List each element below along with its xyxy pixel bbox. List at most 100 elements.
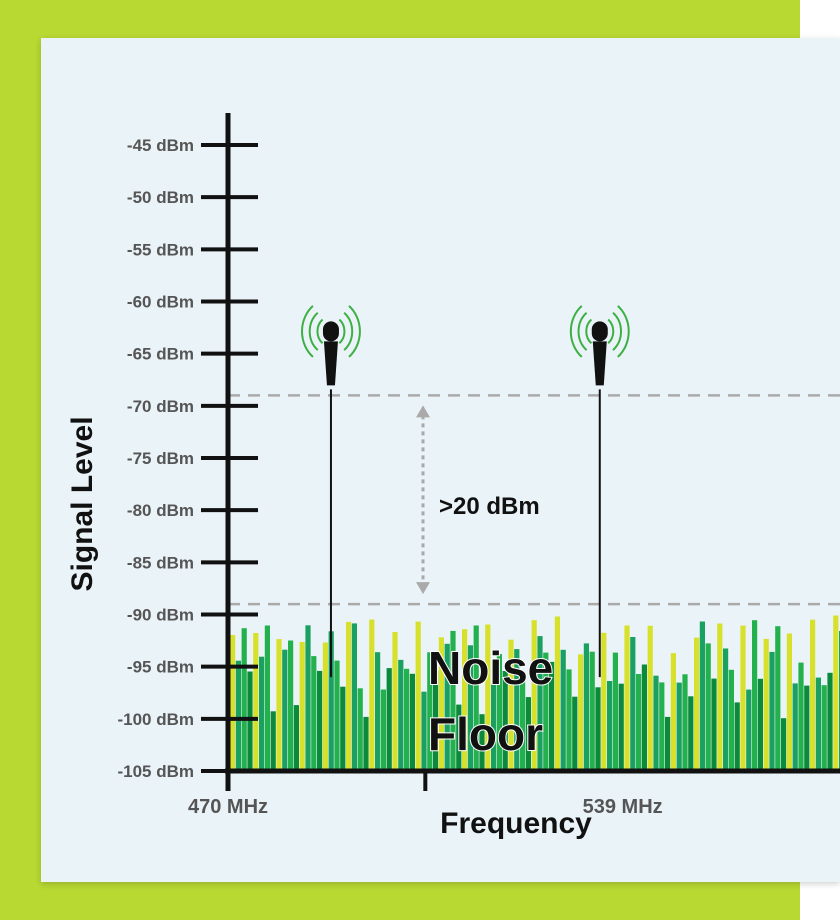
noise-label-line2: Floor — [428, 708, 543, 760]
y-tick-label: -75 dBm — [127, 449, 194, 468]
noise-bar — [340, 686, 346, 771]
noise-bar — [392, 632, 398, 771]
noise-bar — [502, 671, 508, 771]
x-tick-label: 539 MHz — [583, 796, 663, 818]
y-tick-label: -70 dBm — [127, 397, 194, 416]
noise-bar — [636, 674, 642, 771]
noise-bar — [728, 669, 734, 771]
noise-bar — [317, 670, 323, 771]
noise-bar — [746, 689, 752, 771]
noise-bar — [612, 652, 618, 771]
signal-chart: >20 dBm -45 dBm -50 dBm -55 dBm -60 dBm -65 … — [66, 113, 840, 840]
noise-bar — [496, 654, 502, 771]
noise-bar — [665, 716, 671, 771]
noise-bar — [705, 643, 711, 771]
mic-wave-right — [617, 305, 630, 358]
noise-bar — [670, 653, 676, 771]
noise-bar — [235, 660, 241, 771]
noise-bar — [357, 688, 363, 771]
noise-bar — [792, 683, 798, 771]
noise-bar — [525, 697, 531, 771]
noise-bar — [572, 696, 578, 771]
mic-handle — [592, 341, 607, 386]
noise-bar — [775, 626, 781, 771]
noise-label-line1: Noise — [428, 642, 553, 694]
noise-bar — [699, 621, 705, 771]
mic-wave-right — [612, 311, 622, 351]
noise-bar — [241, 628, 247, 771]
noise-bar — [810, 619, 816, 771]
noise-bar — [334, 660, 340, 771]
noise-bar — [821, 685, 827, 771]
noise-bar — [833, 615, 839, 771]
noise-bar — [305, 625, 311, 771]
noise-bar — [601, 632, 607, 771]
noise-bar — [734, 702, 740, 771]
noise-bar — [740, 625, 746, 771]
noise-bar — [624, 625, 630, 771]
noise-bar — [578, 654, 584, 771]
noise-bar — [566, 669, 572, 771]
noise-bar — [247, 671, 253, 771]
microphone-icon — [301, 305, 361, 678]
mic-wave-right — [343, 311, 354, 351]
noise-bar — [804, 685, 810, 771]
x-ticks: 470 MHz 539 MHz — [188, 771, 663, 818]
noise-bar — [589, 651, 595, 771]
noise-bars — [230, 615, 840, 771]
y-tick-label: -90 dBm — [127, 606, 194, 625]
noise-bar — [380, 689, 386, 771]
mic-wave-left — [301, 305, 314, 358]
noise-bar — [688, 696, 694, 771]
mic-wave-right — [338, 318, 346, 345]
noise-bar — [694, 637, 700, 771]
noise-bar — [398, 659, 404, 771]
noise-bar — [531, 620, 537, 771]
noise-bar — [630, 637, 636, 771]
y-tick-label: -95 dBm — [127, 658, 194, 677]
noise-bar — [473, 625, 479, 771]
y-ticks: -45 dBm -50 dBm -55 dBm -60 dBm -65 dBm -70 d… — [117, 136, 258, 781]
mic-wave-left — [577, 311, 588, 351]
noise-bar — [328, 631, 334, 771]
microphones — [301, 305, 630, 678]
mic-wave-left — [585, 318, 593, 345]
noise-bar — [682, 674, 688, 771]
y-tick-label: -55 dBm — [127, 240, 194, 259]
mic-wave-left — [569, 305, 583, 358]
noise-bar — [560, 649, 566, 771]
noise-bar — [752, 620, 758, 771]
noise-bar — [723, 648, 729, 771]
noise-bar — [827, 672, 833, 771]
noise-bar — [421, 691, 427, 771]
noise-bar — [293, 705, 299, 771]
noise-bar — [322, 642, 328, 771]
noise-bar — [508, 639, 514, 771]
noise-bar — [659, 682, 665, 771]
noise-bar — [299, 641, 305, 771]
noise-bar — [781, 718, 787, 771]
y-tick-label: -80 dBm — [127, 501, 194, 520]
noise-bar — [485, 624, 491, 771]
noise-bar — [311, 656, 317, 771]
noise-bar — [369, 619, 375, 771]
y-tick-label: -105 dBm — [117, 762, 194, 781]
x-tick-label: 470 MHz — [188, 796, 268, 818]
noise-bar — [264, 625, 270, 771]
noise-bar — [346, 621, 352, 771]
noise-bar — [595, 687, 601, 771]
noise-bar — [491, 684, 497, 771]
gap-label: >20 dBm — [439, 493, 540, 520]
noise-bar — [444, 643, 450, 771]
noise-bar — [757, 678, 763, 771]
mic-handle — [323, 341, 338, 386]
noise-bar — [641, 664, 647, 771]
noise-bar — [409, 673, 415, 771]
noise-bar — [386, 668, 392, 771]
noise-bar — [549, 661, 555, 771]
noise-bar — [270, 711, 276, 771]
noise-bar — [711, 678, 717, 771]
microphone-icon — [569, 305, 630, 678]
noise-bar — [537, 636, 543, 771]
mic-head — [322, 321, 339, 342]
